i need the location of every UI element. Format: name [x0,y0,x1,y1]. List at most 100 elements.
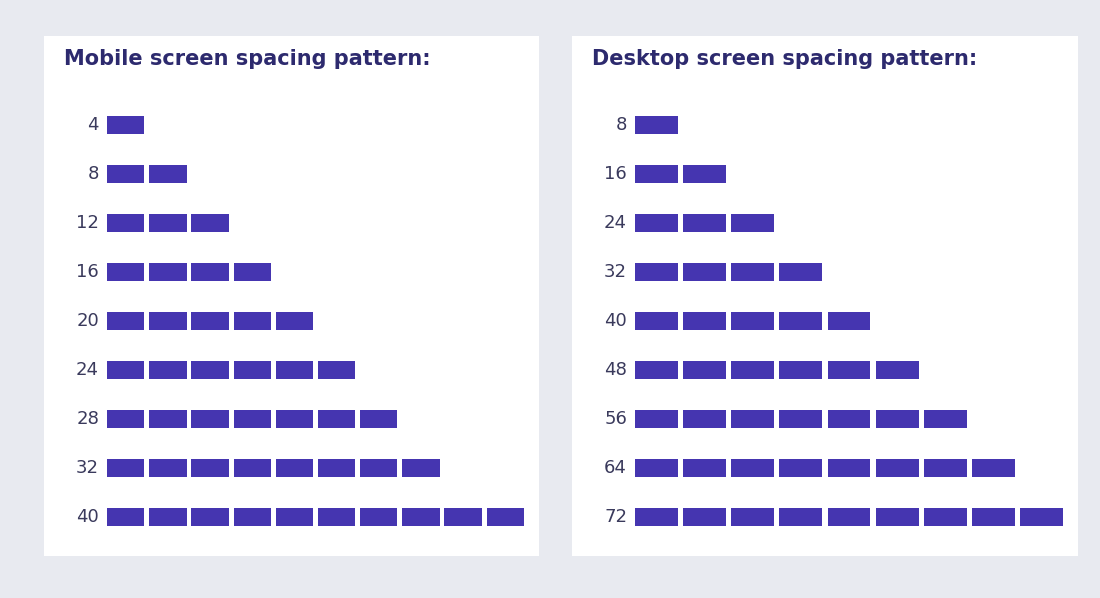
Bar [191,263,229,281]
Bar [107,214,144,232]
Text: 40: 40 [604,312,627,330]
Bar [150,508,187,526]
Bar [924,410,967,428]
Text: 40: 40 [76,508,99,526]
Bar [403,459,440,477]
Bar [732,263,774,281]
Bar [191,214,229,232]
Bar [732,361,774,379]
Bar [876,508,918,526]
Bar [780,508,823,526]
Text: 28: 28 [76,410,99,428]
Bar [150,165,187,183]
Bar [683,214,726,232]
Bar [780,459,823,477]
Bar [827,312,870,330]
Bar [444,508,482,526]
Bar [150,263,187,281]
Text: 8: 8 [88,165,99,183]
Text: 16: 16 [604,165,627,183]
Text: 16: 16 [76,263,99,281]
Bar [107,459,144,477]
Bar [635,165,678,183]
Text: 20: 20 [76,312,99,330]
Bar [276,459,314,477]
Bar [924,508,967,526]
Bar [1020,508,1063,526]
Text: 32: 32 [76,459,99,477]
Bar [683,165,726,183]
Bar [276,312,314,330]
Text: 48: 48 [604,361,627,379]
Bar [150,361,187,379]
Text: 64: 64 [604,459,627,477]
Bar [972,459,1015,477]
Bar [683,361,726,379]
Bar [876,459,918,477]
Bar [276,508,314,526]
Text: Desktop screen spacing pattern:: Desktop screen spacing pattern: [592,50,977,69]
Bar [732,214,774,232]
Bar [827,459,870,477]
Bar [150,312,187,330]
Bar [107,361,144,379]
Bar [827,410,870,428]
Bar [233,459,271,477]
Bar [191,459,229,477]
Bar [318,459,355,477]
Bar [107,117,144,135]
Bar [683,410,726,428]
Bar [318,410,355,428]
Text: Mobile screen spacing pattern:: Mobile screen spacing pattern: [64,50,430,69]
Bar [635,312,678,330]
Bar [732,410,774,428]
Bar [318,361,355,379]
Bar [683,263,726,281]
Bar [683,508,726,526]
Text: 72: 72 [604,508,627,526]
Text: 32: 32 [604,263,627,281]
Bar [107,312,144,330]
Text: 56: 56 [604,410,627,428]
Bar [732,459,774,477]
Text: 24: 24 [76,361,99,379]
Bar [876,361,918,379]
Bar [635,459,678,477]
Bar [780,361,823,379]
Bar [360,508,397,526]
Bar [876,410,918,428]
Bar [191,312,229,330]
Bar [780,312,823,330]
Bar [924,459,967,477]
Bar [635,410,678,428]
Bar [780,410,823,428]
Bar [107,410,144,428]
Bar [233,361,271,379]
Bar [827,361,870,379]
Text: 12: 12 [76,214,99,232]
Bar [827,508,870,526]
Bar [150,459,187,477]
Bar [276,361,314,379]
Bar [318,508,355,526]
Bar [972,508,1015,526]
Bar [276,410,314,428]
Bar [635,117,678,135]
Bar [233,263,271,281]
Bar [683,312,726,330]
Bar [191,410,229,428]
Bar [233,508,271,526]
Bar [233,410,271,428]
Text: 4: 4 [88,117,99,135]
Text: 24: 24 [604,214,627,232]
Bar [732,508,774,526]
Text: 8: 8 [616,117,627,135]
Bar [191,508,229,526]
Bar [732,312,774,330]
Bar [360,459,397,477]
Bar [403,508,440,526]
Bar [107,165,144,183]
Bar [780,263,823,281]
Bar [360,410,397,428]
Bar [635,508,678,526]
